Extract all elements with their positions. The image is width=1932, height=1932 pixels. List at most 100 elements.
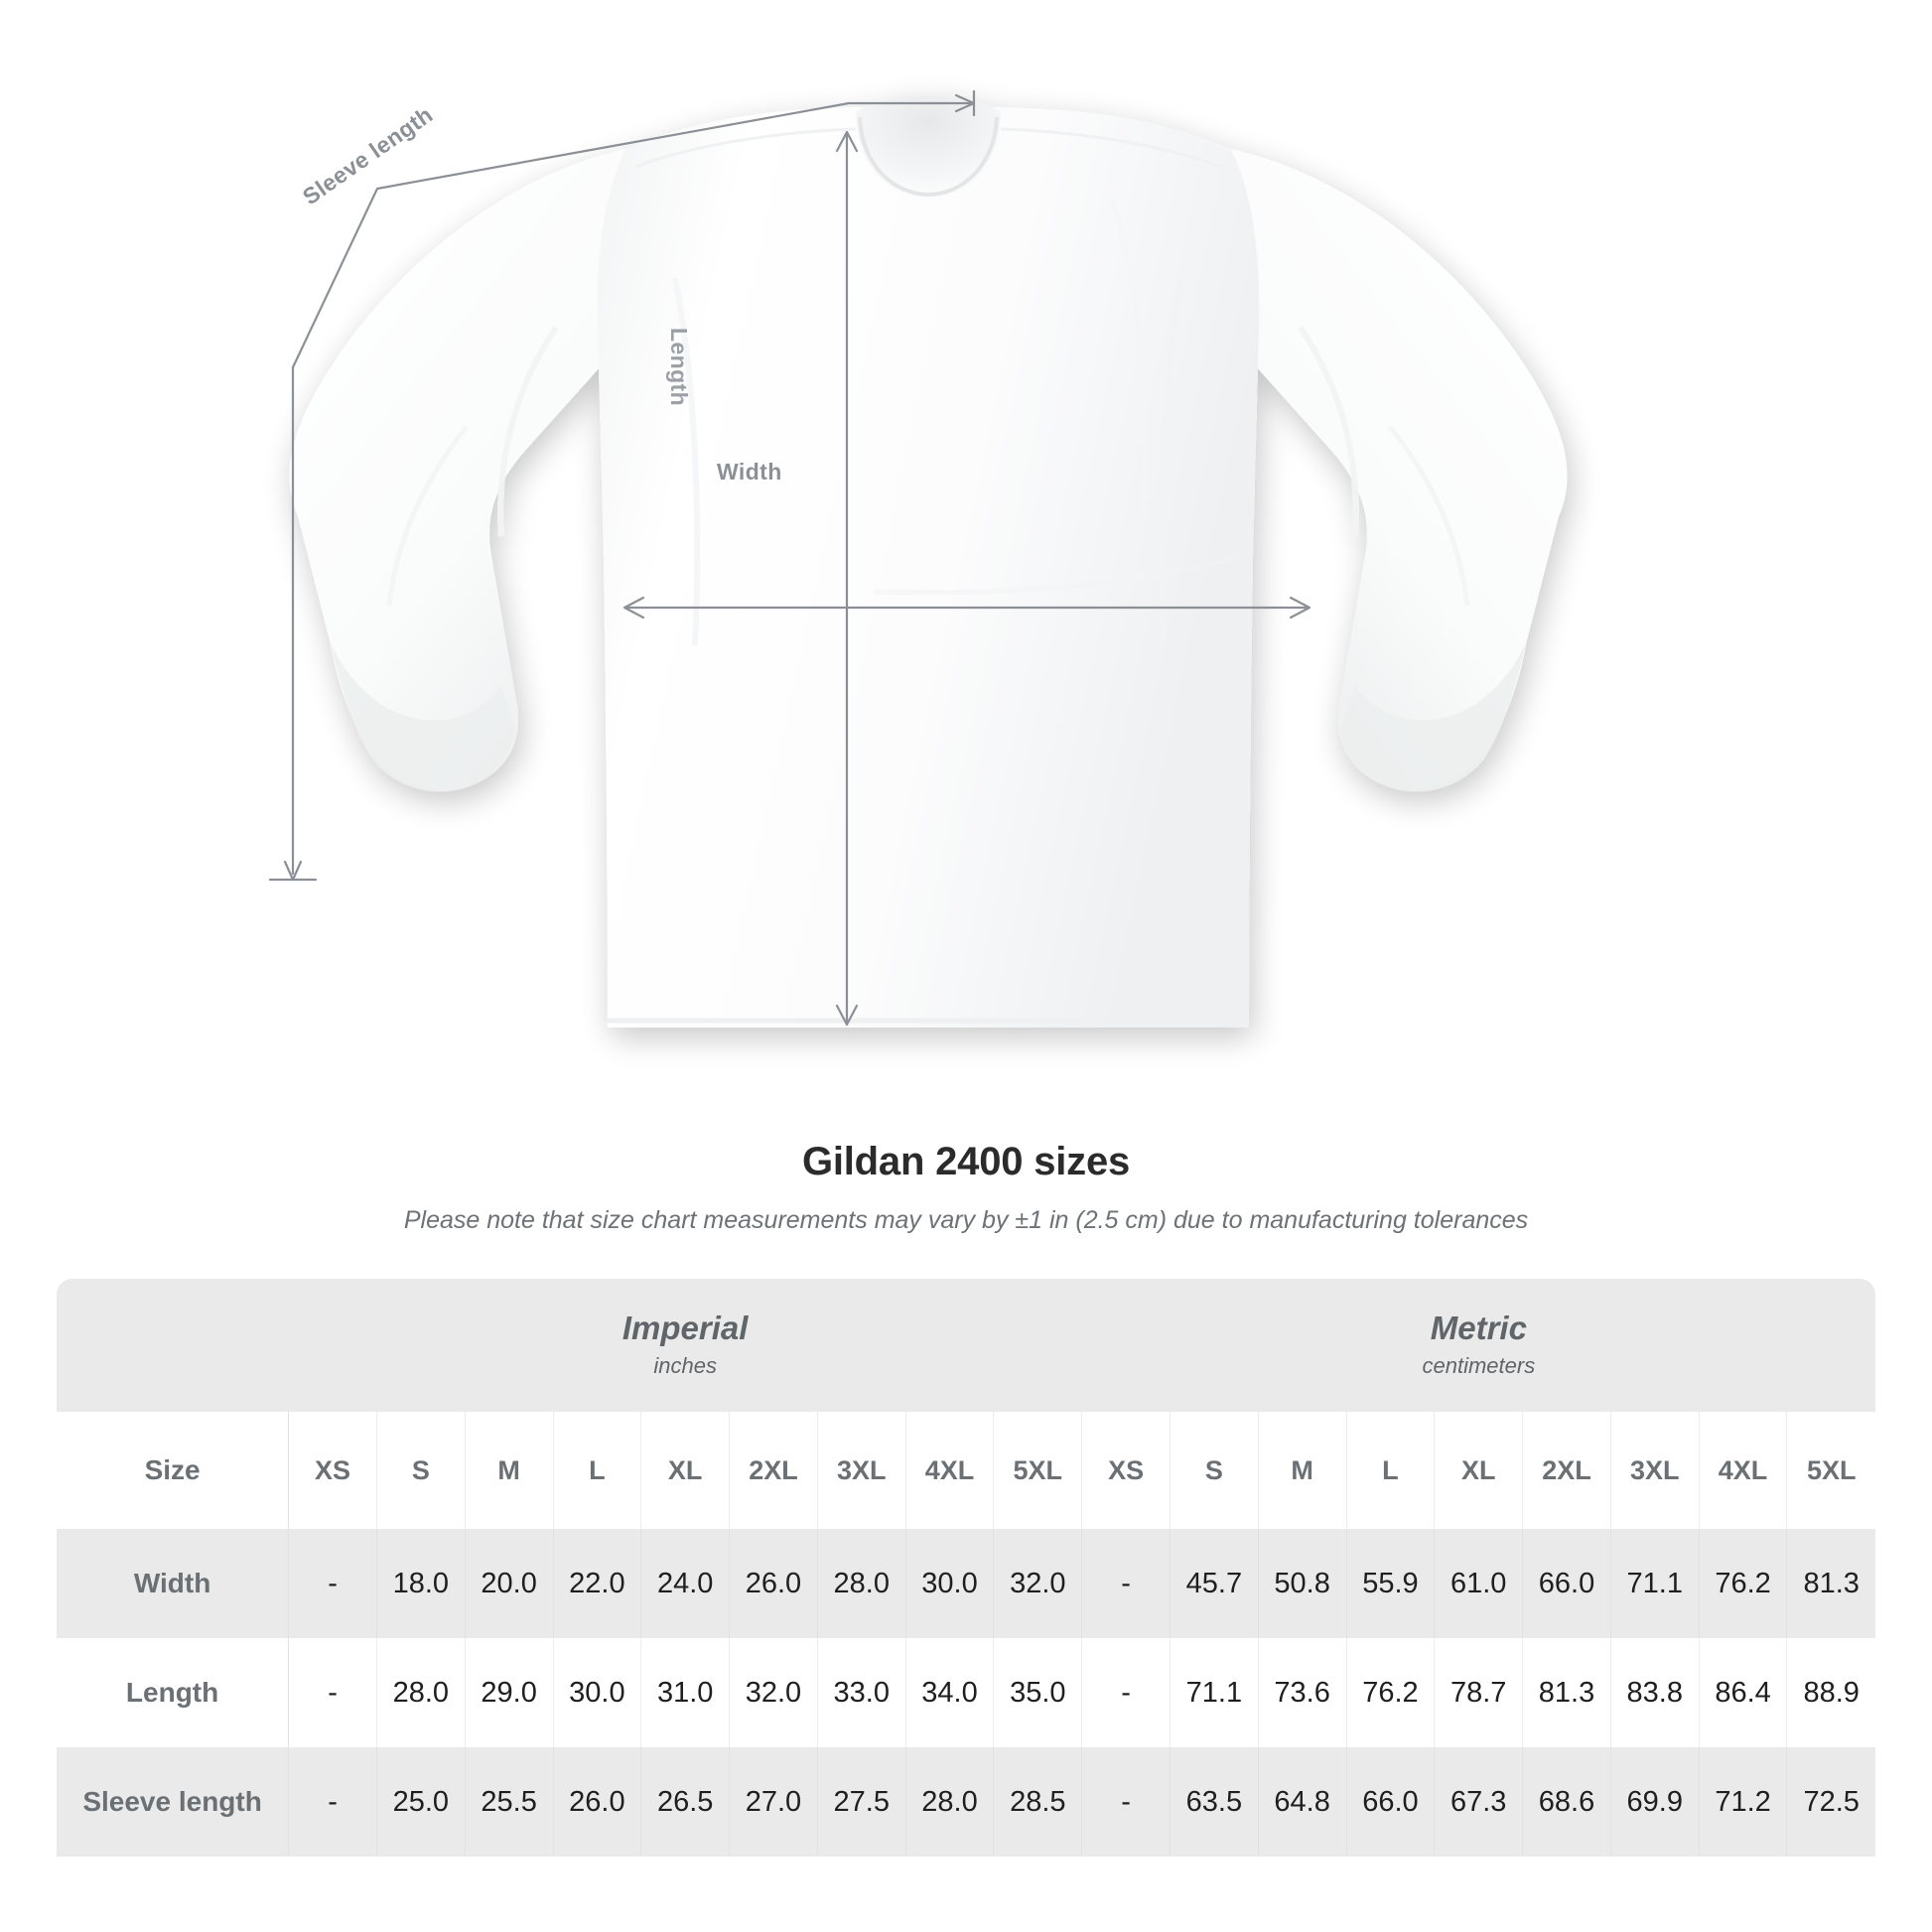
size-header-metric-3xl: 3XL bbox=[1610, 1412, 1700, 1529]
size-chart-table: Imperial inches Metric centimeters Size … bbox=[57, 1279, 1875, 1857]
unit-sub-metric: centimeters bbox=[1422, 1353, 1536, 1379]
size-header-metric-xs: XS bbox=[1081, 1412, 1171, 1529]
size-header-imperial-5xl: 5XL bbox=[993, 1412, 1083, 1529]
size-header-imperial-m: M bbox=[465, 1412, 554, 1529]
size-header-imperial-2xl: 2XL bbox=[729, 1412, 818, 1529]
cell-width-metric-l: 55.9 bbox=[1346, 1529, 1436, 1638]
cell-sleeve-imperial-xl: 26.5 bbox=[640, 1747, 731, 1857]
size-header-imperial-xl: XL bbox=[640, 1412, 731, 1529]
width-dimension-label: Width bbox=[717, 459, 782, 484]
size-header-label: Size bbox=[57, 1412, 290, 1529]
size-header-imperial-l: L bbox=[553, 1412, 642, 1529]
size-header-metric-4xl: 4XL bbox=[1699, 1412, 1788, 1529]
cell-width-metric-xl: 61.0 bbox=[1434, 1529, 1524, 1638]
table-row-length: Length - 28.0 29.0 30.0 31.0 32.0 33.0 3… bbox=[57, 1638, 1875, 1747]
cell-width-metric-2xl: 66.0 bbox=[1522, 1529, 1611, 1638]
cell-width-metric-4xl: 76.2 bbox=[1699, 1529, 1788, 1638]
cell-width-metric-3xl: 71.1 bbox=[1610, 1529, 1700, 1638]
cell-sleeve-imperial-l: 26.0 bbox=[553, 1747, 642, 1857]
dimension-lines bbox=[268, 89, 1311, 1027]
shirt-graphic bbox=[289, 95, 1568, 1028]
cell-length-metric-xs: - bbox=[1081, 1638, 1171, 1747]
cell-width-imperial-4xl: 30.0 bbox=[905, 1529, 995, 1638]
sleeve-length-line bbox=[291, 101, 972, 369]
cell-sleeve-imperial-3xl: 27.5 bbox=[817, 1747, 906, 1857]
cell-length-metric-2xl: 81.3 bbox=[1522, 1638, 1611, 1747]
cell-length-metric-m: 73.6 bbox=[1258, 1638, 1347, 1747]
cell-sleeve-imperial-4xl: 28.0 bbox=[905, 1747, 995, 1857]
cell-width-imperial-m: 20.0 bbox=[465, 1529, 554, 1638]
cell-sleeve-metric-4xl: 71.2 bbox=[1699, 1747, 1788, 1857]
cell-sleeve-metric-5xl: 72.5 bbox=[1786, 1747, 1875, 1857]
cell-sleeve-metric-xl: 67.3 bbox=[1434, 1747, 1524, 1857]
cell-sleeve-metric-l: 66.0 bbox=[1346, 1747, 1436, 1857]
size-header-imperial-xs: XS bbox=[288, 1412, 377, 1529]
cell-width-imperial-s: 18.0 bbox=[376, 1529, 466, 1638]
cell-width-imperial-3xl: 28.0 bbox=[817, 1529, 906, 1638]
cell-sleeve-metric-m: 64.8 bbox=[1258, 1747, 1347, 1857]
size-header-metric-2xl: 2XL bbox=[1522, 1412, 1611, 1529]
cell-width-imperial-xs: - bbox=[288, 1529, 377, 1638]
cell-width-metric-xs: - bbox=[1081, 1529, 1171, 1638]
cell-length-metric-l: 76.2 bbox=[1346, 1638, 1436, 1747]
page-title: Gildan 2400 sizes bbox=[801, 1140, 1131, 1183]
cell-sleeve-imperial-m: 25.5 bbox=[465, 1747, 554, 1857]
size-header-metric-xl: XL bbox=[1434, 1412, 1524, 1529]
cell-width-metric-s: 45.7 bbox=[1170, 1529, 1259, 1638]
cell-sleeve-metric-3xl: 69.9 bbox=[1610, 1747, 1700, 1857]
size-header-metric-s: S bbox=[1170, 1412, 1259, 1529]
cell-length-imperial-xl: 31.0 bbox=[640, 1638, 731, 1747]
table-row-width: Width - 18.0 20.0 22.0 24.0 26.0 28.0 30… bbox=[57, 1529, 1875, 1638]
row-label-width: Width bbox=[57, 1529, 290, 1638]
cell-length-metric-4xl: 86.4 bbox=[1699, 1638, 1788, 1747]
cell-length-imperial-5xl: 35.0 bbox=[993, 1638, 1083, 1747]
cell-sleeve-imperial-5xl: 28.5 bbox=[993, 1747, 1083, 1857]
unit-name-imperial: Imperial bbox=[621, 1309, 749, 1346]
cell-width-imperial-2xl: 26.0 bbox=[729, 1529, 818, 1638]
row-label-sleeve-length: Sleeve length bbox=[57, 1747, 290, 1857]
cell-length-metric-5xl: 88.9 bbox=[1786, 1638, 1875, 1747]
width-arrow-left bbox=[622, 596, 645, 620]
length-arrow-top bbox=[835, 130, 859, 153]
size-table-container: Imperial inches Metric centimeters Size … bbox=[57, 1279, 1875, 1857]
cell-sleeve-metric-2xl: 68.6 bbox=[1522, 1747, 1611, 1857]
cell-length-imperial-4xl: 34.0 bbox=[905, 1638, 995, 1747]
row-label-length: Length bbox=[57, 1638, 290, 1747]
size-header-row: Size XS S M L XL 2XL 3XL 4XL 5XL XS S M … bbox=[57, 1412, 1875, 1529]
cell-length-metric-xl: 78.7 bbox=[1434, 1638, 1524, 1747]
cell-length-metric-3xl: 83.8 bbox=[1610, 1638, 1700, 1747]
table-row-sleeve-length: Sleeve length - 25.0 25.5 26.0 26.5 27.0… bbox=[57, 1747, 1875, 1857]
unit-group-metric: Metric centimeters bbox=[1081, 1279, 1875, 1412]
size-header-imperial-3xl: 3XL bbox=[817, 1412, 906, 1529]
cell-sleeve-imperial-xs: - bbox=[288, 1747, 377, 1857]
cell-length-imperial-l: 30.0 bbox=[553, 1638, 642, 1747]
size-header-metric-l: L bbox=[1346, 1412, 1436, 1529]
garment-illustration: Sleeve length Length Width bbox=[268, 89, 1568, 1028]
size-header-imperial-s: S bbox=[376, 1412, 466, 1529]
cell-length-metric-s: 71.1 bbox=[1170, 1638, 1259, 1747]
cell-width-metric-5xl: 81.3 bbox=[1786, 1529, 1875, 1638]
unit-sub-imperial: inches bbox=[653, 1353, 717, 1379]
cell-length-imperial-3xl: 33.0 bbox=[817, 1638, 906, 1747]
cell-length-imperial-xs: - bbox=[288, 1638, 377, 1747]
cell-sleeve-imperial-2xl: 27.0 bbox=[729, 1747, 818, 1857]
cell-width-imperial-l: 22.0 bbox=[553, 1529, 642, 1638]
cell-sleeve-imperial-s: 25.0 bbox=[376, 1747, 466, 1857]
size-header-imperial-4xl: 4XL bbox=[905, 1412, 995, 1529]
title-block: Gildan 2400 sizes Please note that size … bbox=[0, 1140, 1932, 1235]
length-arrow-bottom bbox=[835, 1004, 859, 1027]
length-dimension-label: Length bbox=[666, 328, 692, 407]
unit-banner-row: Imperial inches Metric centimeters bbox=[57, 1279, 1875, 1412]
cell-width-imperial-5xl: 32.0 bbox=[993, 1529, 1083, 1638]
cell-length-imperial-m: 29.0 bbox=[465, 1638, 554, 1747]
cell-width-metric-m: 50.8 bbox=[1258, 1529, 1347, 1638]
cell-sleeve-metric-s: 63.5 bbox=[1170, 1747, 1259, 1857]
cell-width-imperial-xl: 24.0 bbox=[640, 1529, 731, 1638]
cell-length-imperial-2xl: 32.0 bbox=[729, 1638, 818, 1747]
cell-sleeve-metric-xs: - bbox=[1081, 1747, 1171, 1857]
page-subtitle: Please note that size chart measurements… bbox=[403, 1206, 1529, 1234]
unit-banner-spacer bbox=[57, 1279, 289, 1412]
size-header-metric-5xl: 5XL bbox=[1786, 1412, 1875, 1529]
size-header-metric-m: M bbox=[1258, 1412, 1347, 1529]
